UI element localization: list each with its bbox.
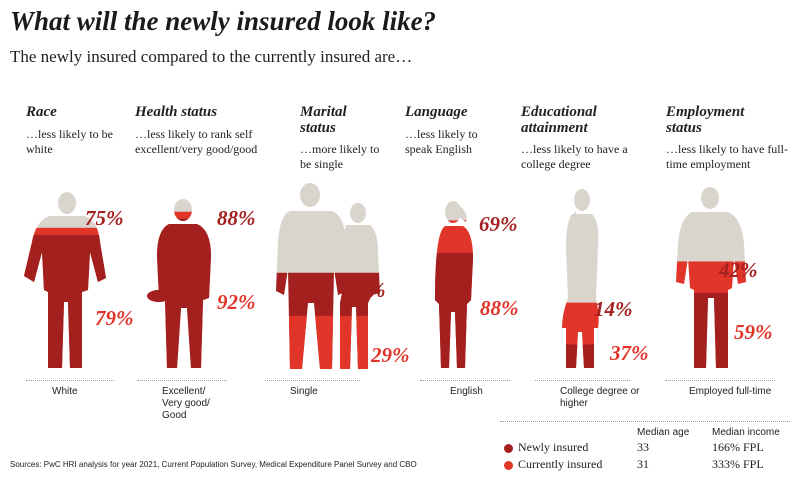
category-desc-language: …less likely to speak English: [405, 127, 478, 156]
woman-in-dress-icon-body: [562, 189, 599, 368]
pct-newly-employment: 42%: [719, 258, 758, 282]
sources-note: Sources: PwC HRI analysis for year 2021,…: [10, 460, 417, 469]
category-desc-marital: …more likely to be single: [300, 142, 380, 171]
category-title-education: Educational attainment: [521, 104, 597, 136]
couple-icon: [276, 183, 380, 369]
man-icon: [24, 192, 106, 368]
woman-with-bag-icon-body: [147, 199, 211, 368]
legend-header-median-income: Median income: [712, 427, 780, 438]
legend-header-median-age: Median age: [637, 427, 690, 438]
woman-in-dress-icon: [562, 189, 599, 368]
pct-newly-education: 14%: [594, 297, 633, 321]
category-desc-race: …less likely to be white: [26, 127, 113, 156]
category-title-marital: Marital status: [300, 104, 347, 136]
silhouette-base: [562, 189, 599, 368]
pct-currently-education: 37%: [610, 341, 649, 365]
legend-currently-income: 333% FPL: [712, 457, 764, 471]
fill-newly-insured: [435, 252, 473, 368]
pct-newly-health: 88%: [217, 206, 256, 230]
category-title-health: Health status: [135, 104, 218, 120]
pct-currently-race: 79%: [95, 306, 134, 330]
category-label-language: English: [450, 386, 483, 397]
young-woman-icon-body: [435, 201, 473, 368]
divider-health: [137, 380, 227, 381]
divider-language: [420, 380, 510, 381]
fill-newly-insured: [562, 344, 599, 368]
legend-newly-income: 166% FPL: [712, 440, 764, 454]
category-label-marital: Single: [290, 386, 318, 397]
legend-newly-label: Newly insured: [518, 440, 589, 454]
divider-race: [26, 380, 114, 381]
legend-currently-dot: [504, 461, 513, 470]
page-title: What will the newly insured look like?: [10, 6, 437, 36]
woman-with-bag-icon: [147, 199, 211, 368]
pct-newly-race: 75%: [85, 206, 124, 230]
legend-newly-dot: [504, 444, 513, 453]
man-in-jacket-icon: [676, 187, 746, 368]
pct-currently-marital: 29%: [371, 343, 410, 367]
legend-currently-label: Currently insured: [518, 457, 603, 471]
fill-newly-insured: [24, 235, 106, 368]
page-subtitle: The newly insured compared to the curren…: [10, 47, 413, 66]
legend-currently-age: 31: [637, 457, 649, 471]
category-label-education: College degree or higher: [560, 386, 640, 409]
legend-divider: [500, 421, 790, 422]
pct-currently-employment: 59%: [734, 320, 773, 344]
category-desc-health: …less likely to rank self excellent/very…: [135, 127, 258, 156]
category-title-language: Language: [405, 104, 468, 120]
pct-newly-marital: 52%: [347, 278, 386, 302]
pct-currently-health: 92%: [217, 290, 256, 314]
category-label-employment: Employed full-time: [689, 386, 772, 397]
young-woman-icon: [435, 201, 473, 368]
divider-marital: [265, 380, 360, 381]
category-title-employment: Employment status: [666, 104, 745, 136]
legend-newly-age: 33: [637, 440, 649, 454]
divider-employment: [665, 380, 775, 381]
couple-icon-body: [276, 183, 380, 369]
fill-currently-insured: [276, 315, 380, 369]
category-desc-employment: …less likely to have full-time employmen…: [666, 142, 788, 171]
pct-newly-language: 69%: [479, 212, 518, 236]
category-label-race: White: [52, 386, 78, 397]
pct-currently-language: 88%: [480, 296, 519, 320]
divider-education: [535, 380, 630, 381]
category-desc-education: …less likely to have a college degree: [521, 142, 628, 171]
category-label-health: Excellent/ Very good/ Good: [162, 386, 210, 421]
fill-newly-insured: [147, 218, 211, 368]
category-title-race: Race: [26, 104, 57, 120]
